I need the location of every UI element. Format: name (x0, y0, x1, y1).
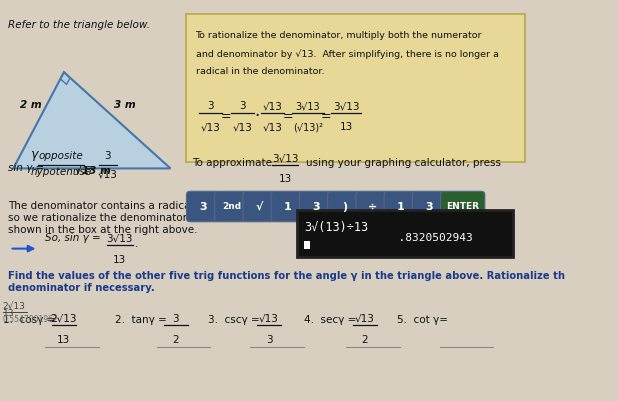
Text: 4.  secγ =: 4. secγ = (303, 315, 356, 325)
Text: 13: 13 (278, 174, 292, 184)
Text: 3: 3 (200, 202, 207, 211)
Text: 2.  tanγ =: 2. tanγ = (114, 315, 166, 325)
Text: √13 m: √13 m (75, 166, 111, 176)
Text: so we rationalize the denominator as: so we rationalize the denominator as (8, 213, 202, 223)
Text: =: = (221, 110, 232, 123)
Text: =: = (282, 110, 293, 123)
Text: √13: √13 (98, 170, 117, 180)
Text: 13: 13 (340, 122, 353, 132)
Text: 3√13: 3√13 (272, 153, 298, 163)
FancyBboxPatch shape (356, 191, 389, 222)
Text: 13: 13 (2, 309, 14, 318)
Text: 2 m: 2 m (20, 100, 41, 110)
Text: and denominator by √13.  After simplifying, there is no longer a: and denominator by √13. After simplifyin… (195, 49, 498, 59)
Text: 2: 2 (172, 335, 179, 345)
Text: √13: √13 (263, 122, 282, 132)
Text: 3: 3 (425, 202, 433, 211)
Text: 13: 13 (57, 335, 70, 345)
Text: =: = (86, 163, 95, 173)
Text: ·: · (255, 107, 260, 125)
Text: γ: γ (30, 148, 37, 161)
Text: 3.  cscγ =: 3. cscγ = (208, 315, 260, 325)
Text: =: = (321, 110, 331, 123)
Text: 2: 2 (362, 335, 368, 345)
FancyBboxPatch shape (299, 191, 333, 222)
FancyBboxPatch shape (214, 191, 248, 222)
Text: √13: √13 (232, 122, 252, 132)
FancyBboxPatch shape (243, 191, 276, 222)
Text: hypotenuse: hypotenuse (31, 167, 92, 177)
Text: √13: √13 (263, 101, 282, 111)
Text: using your graphing calculator, press: using your graphing calculator, press (307, 158, 501, 168)
FancyBboxPatch shape (271, 191, 305, 222)
FancyBboxPatch shape (187, 191, 220, 222)
Text: √: √ (256, 202, 263, 211)
FancyBboxPatch shape (297, 210, 512, 257)
Bar (303, 241, 310, 249)
Text: 3√13: 3√13 (107, 233, 133, 243)
Text: 13: 13 (113, 255, 127, 265)
Text: 3√13: 3√13 (333, 101, 360, 111)
Text: 1: 1 (397, 202, 405, 211)
Text: 3: 3 (312, 202, 320, 211)
Polygon shape (14, 72, 171, 168)
FancyBboxPatch shape (412, 191, 446, 222)
Text: 0.5547001962: 0.5547001962 (2, 315, 59, 324)
Text: 1.  cosγ =: 1. cosγ = (2, 315, 55, 325)
Text: ÷: ÷ (368, 202, 378, 211)
Text: Find the values of the other five trig functions for the angle γ in the triangle: Find the values of the other five trig f… (8, 271, 565, 281)
Text: 3 m: 3 m (114, 100, 136, 110)
Text: radical in the denominator.: radical in the denominator. (195, 67, 324, 76)
FancyBboxPatch shape (441, 191, 485, 222)
Text: To approximate: To approximate (192, 158, 272, 168)
Text: So, sin γ =: So, sin γ = (45, 233, 101, 243)
Text: The denominator contains a radical,: The denominator contains a radical, (8, 201, 197, 211)
Text: 3: 3 (104, 151, 111, 161)
Text: denominator if necessary.: denominator if necessary. (8, 283, 154, 293)
FancyBboxPatch shape (187, 14, 525, 162)
Text: √13: √13 (259, 314, 279, 324)
Text: .8320502943: .8320502943 (303, 233, 472, 243)
Text: ENTER: ENTER (446, 202, 479, 211)
Text: 2nd: 2nd (222, 202, 241, 211)
Text: 1: 1 (284, 202, 292, 211)
Text: √13: √13 (355, 314, 375, 324)
Text: 3: 3 (207, 101, 214, 111)
Text: 3√13: 3√13 (295, 101, 320, 111)
Text: ): ) (342, 202, 347, 211)
Text: (√13)²: (√13)² (293, 122, 323, 132)
Text: 3√(13)÷13: 3√(13)÷13 (303, 221, 368, 233)
Text: shown in the box at the right above.: shown in the box at the right above. (8, 225, 198, 235)
Text: 3: 3 (172, 314, 179, 324)
Text: 5.  cot γ=: 5. cot γ= (397, 315, 448, 325)
Text: To rationalize the denominator, multiply both the numerator: To rationalize the denominator, multiply… (195, 31, 482, 40)
Text: 2√13: 2√13 (2, 302, 25, 311)
Text: √13: √13 (200, 122, 221, 132)
FancyBboxPatch shape (328, 191, 361, 222)
Text: 2√13: 2√13 (51, 314, 77, 324)
Text: .: . (135, 239, 138, 249)
Text: opposite: opposite (39, 151, 83, 161)
Text: sin γ =: sin γ = (8, 163, 44, 173)
FancyBboxPatch shape (384, 191, 418, 222)
Text: 3: 3 (239, 101, 246, 111)
Text: 3: 3 (266, 335, 273, 345)
Text: Refer to the triangle below.: Refer to the triangle below. (8, 20, 150, 30)
